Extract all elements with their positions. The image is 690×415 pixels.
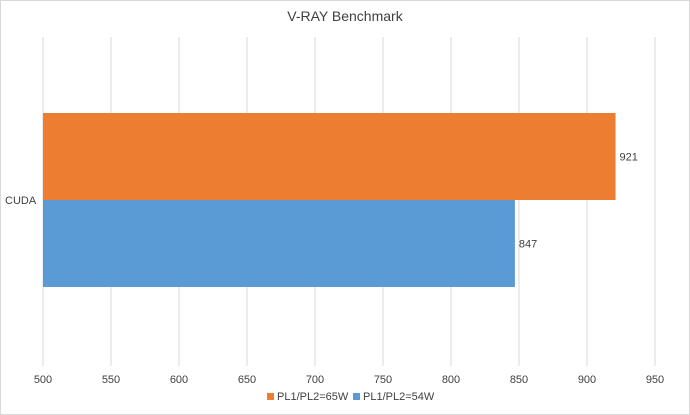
legend-label: PL1/PL2=54W (363, 391, 435, 403)
x-tick-label: 800 (442, 374, 460, 386)
bars (43, 113, 616, 287)
data-label: 921 (620, 152, 638, 164)
x-tick-label: 550 (102, 374, 120, 386)
category-label: CUDA (5, 195, 37, 207)
x-tick-label: 650 (238, 374, 256, 386)
data-label: 847 (519, 239, 537, 251)
category-labels: CUDA (5, 195, 37, 207)
data-labels: 921 847 (519, 152, 638, 251)
x-tick-label: 600 (170, 374, 188, 386)
x-tick-label: 700 (306, 374, 324, 386)
legend: PL1/PL2=65W PL1/PL2=54W (267, 391, 435, 403)
legend-label: PL1/PL2=65W (277, 391, 349, 403)
x-tick-label: 900 (578, 374, 596, 386)
x-tick-label: 950 (646, 374, 664, 386)
legend-swatch (353, 393, 360, 400)
x-tick-labels: 500 550 600 650 700 750 800 850 900 950 (34, 374, 664, 386)
bar-pl54w (43, 200, 515, 287)
legend-swatch (267, 393, 274, 400)
x-tick-label: 850 (510, 374, 528, 386)
chart-title: V-RAY Benchmark (287, 8, 403, 24)
x-tick-label: 500 (34, 374, 52, 386)
bar-pl65w (43, 113, 616, 200)
x-tick-label: 750 (374, 374, 392, 386)
